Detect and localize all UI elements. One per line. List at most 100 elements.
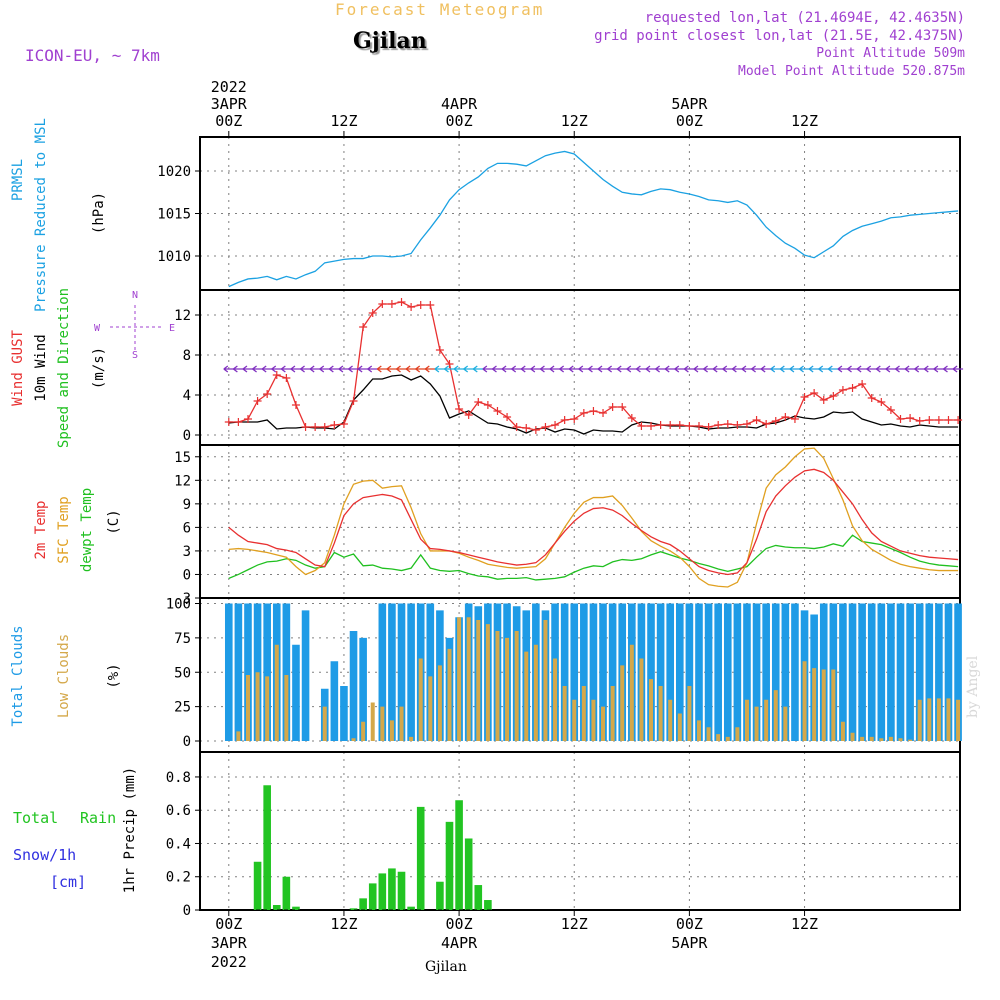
precip-label-total: Total (13, 809, 58, 827)
y-tick-label: 0 (183, 428, 191, 444)
wind-direction-arrow (741, 365, 752, 373)
gust-marker (896, 415, 905, 423)
total-cloud-bar (224, 603, 233, 741)
rain-bar (484, 900, 492, 910)
rain-bar (368, 883, 377, 910)
total-cloud-bar (407, 603, 415, 741)
panel-label-prmsl: PRMSL (10, 159, 26, 201)
wind-direction-arrow (703, 365, 714, 373)
total-cloud-bar (848, 603, 857, 741)
wind-direction-arrow (616, 365, 628, 373)
time-label-top: 00Z (446, 112, 473, 130)
wind-direction-arrow (799, 365, 810, 373)
gust-marker (723, 420, 732, 428)
wind-direction-arrow (280, 365, 292, 373)
wind-direction-arrow (338, 365, 349, 373)
gust-marker (666, 421, 675, 429)
gust-marker (714, 421, 723, 429)
total-cloud-bar (704, 603, 713, 741)
total-cloud-bar (340, 686, 348, 741)
wind-direction-arrow (492, 365, 503, 373)
y-tick-label: 0 (183, 903, 191, 919)
low-cloud-bar (236, 731, 241, 741)
low-cloud-bar (524, 651, 529, 741)
gust-marker (781, 413, 790, 421)
wind-direction-arrow (943, 365, 954, 373)
total-cloud-bar (349, 631, 358, 741)
gust-marker (359, 323, 368, 331)
low-cloud-bar (773, 690, 778, 741)
y-tick-label: 0 (183, 567, 191, 583)
gust-marker (762, 420, 771, 428)
gust-marker (234, 418, 243, 426)
wind-direction-arrow (933, 365, 944, 373)
low-cloud-bar (706, 727, 711, 741)
low-cloud-bar (898, 738, 903, 741)
gust-marker (378, 300, 387, 308)
low-cloud-bar (936, 698, 941, 741)
y-tick-label: 0 (183, 734, 191, 750)
low-cloud-bar (716, 734, 721, 741)
time-label-bottom: 00Z (215, 915, 242, 933)
wind-direction-arrow (568, 365, 580, 373)
wind-direction-arrow (693, 365, 704, 373)
low-cloud-bar (380, 706, 385, 741)
total-cloud-bar (685, 603, 694, 741)
gust-marker (426, 301, 435, 309)
gust-marker (627, 414, 636, 422)
wind-direction-arrow (847, 365, 858, 373)
total-cloud-bar (589, 603, 598, 741)
gust-marker (694, 422, 703, 430)
precip-label-snow: Snow/1h (13, 846, 76, 864)
low-cloud-bar (754, 706, 759, 741)
low-cloud-bar (744, 699, 749, 741)
gust-marker (320, 423, 329, 431)
wind-direction-arrow (789, 365, 800, 373)
wind-direction-arrow (837, 365, 848, 373)
time-label-bottom: 00Z (446, 915, 473, 933)
compass-n: N (132, 290, 138, 301)
wind-direction-arrow (540, 365, 551, 373)
wind-direction-arrow (914, 365, 925, 373)
chart-title: Forecast Meteogram (335, 0, 545, 19)
wind-direction-arrow (434, 365, 445, 373)
panel-ylabel-precip: 1hr Precip (mm) (122, 767, 138, 893)
gust-marker (838, 386, 847, 394)
compass-w: W (94, 323, 101, 334)
low-cloud-bar (821, 669, 826, 741)
gust-marker (560, 416, 569, 424)
low-cloud-bar (888, 736, 893, 741)
wind-direction-arrow (674, 365, 685, 373)
wind-direction-arrow (779, 365, 791, 373)
gust-marker (829, 392, 838, 400)
low-cloud-bar (696, 720, 701, 741)
low-cloud-bar (533, 644, 538, 741)
wind-direction-arrow (444, 365, 455, 373)
low-cloud-bar (476, 620, 481, 741)
rain-bar (272, 905, 281, 910)
total-cloud-bar (608, 603, 617, 741)
total-cloud-bar (954, 603, 962, 741)
rain-bar (359, 898, 367, 910)
total-cloud-bar (839, 603, 847, 741)
rain-bar (445, 821, 454, 910)
gust-marker (742, 420, 751, 428)
wind-direction-arrow (760, 365, 772, 373)
total-cloud-bar (762, 603, 770, 741)
wind-direction-arrow (731, 365, 743, 373)
total-cloud-bar (656, 603, 665, 741)
time-label-top: 12Z (330, 112, 357, 130)
wind-direction-arrow (856, 365, 868, 373)
temp-2m-line (228, 468, 959, 576)
low-cloud-bar (245, 675, 250, 741)
total-cloud-bar (714, 603, 722, 741)
gust-marker (656, 421, 665, 429)
wind-direction-arrow (655, 365, 666, 373)
footer-location: Gjilan (425, 959, 467, 975)
low-cloud-bar (457, 617, 462, 741)
gust-marker (407, 303, 416, 311)
rain-bar (282, 876, 291, 910)
model-label: ICON-EU, ~ 7km (25, 46, 160, 65)
gust-marker (925, 416, 934, 424)
